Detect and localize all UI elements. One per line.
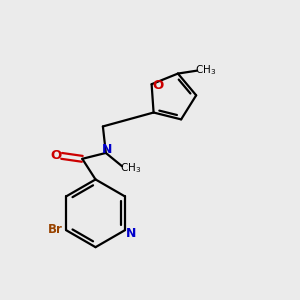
Text: O: O [51,149,62,162]
Text: CH$_3$: CH$_3$ [120,162,142,176]
Text: CH$_3$: CH$_3$ [195,63,217,76]
Text: N: N [101,143,112,157]
Text: Br: Br [48,223,62,236]
Text: O: O [152,79,164,92]
Text: N: N [126,227,136,240]
